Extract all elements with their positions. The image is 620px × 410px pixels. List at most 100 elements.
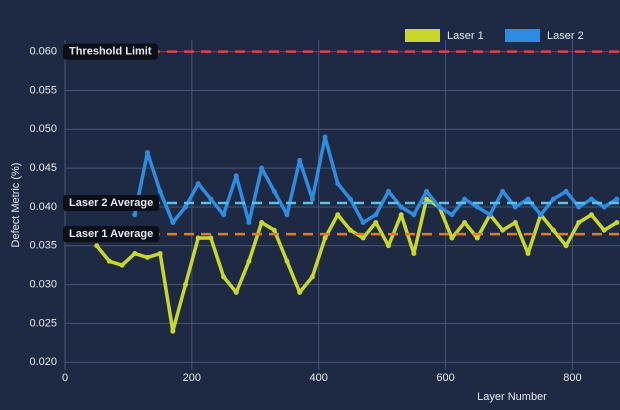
- point: [614, 219, 620, 225]
- x-tick-label: 400: [310, 372, 328, 384]
- point: [322, 134, 328, 140]
- point: [347, 227, 353, 233]
- point: [297, 289, 303, 295]
- point: [183, 282, 189, 288]
- point: [424, 188, 430, 194]
- point: [550, 196, 556, 202]
- point: [576, 219, 582, 225]
- point: [411, 212, 417, 218]
- point: [398, 204, 404, 210]
- point: [474, 235, 480, 241]
- y-tick-label: 0.055: [29, 84, 57, 96]
- point: [335, 181, 341, 187]
- point: [322, 235, 328, 241]
- point: [309, 274, 315, 280]
- y-tick-label: 0.030: [29, 278, 57, 290]
- point: [195, 181, 201, 187]
- y-tick-label: 0.020: [29, 356, 57, 368]
- point: [385, 188, 391, 194]
- point: [525, 196, 531, 202]
- point: [246, 258, 252, 264]
- point: [538, 212, 544, 218]
- point: [94, 243, 100, 249]
- point: [132, 251, 138, 257]
- point: [550, 227, 556, 233]
- point: [462, 219, 468, 225]
- legend-label: Laser 2: [547, 30, 584, 42]
- y-tick-label: 0.050: [29, 123, 57, 135]
- point: [284, 258, 290, 264]
- y-tick-label: 0.035: [29, 240, 57, 252]
- point: [144, 150, 150, 156]
- point: [385, 243, 391, 249]
- point: [233, 289, 239, 295]
- point: [449, 212, 455, 218]
- point: [335, 212, 341, 218]
- point: [157, 251, 163, 257]
- point: [132, 212, 138, 218]
- point: [259, 219, 265, 225]
- legend-swatch: [505, 29, 540, 42]
- point: [170, 328, 176, 334]
- point: [588, 196, 594, 202]
- series-line: [133, 135, 618, 225]
- point: [360, 219, 366, 225]
- point: [106, 258, 112, 264]
- point: [373, 219, 379, 225]
- point: [221, 274, 227, 280]
- point: [588, 212, 594, 218]
- point: [221, 212, 227, 218]
- point: [424, 196, 430, 202]
- point: [144, 254, 150, 260]
- point: [347, 196, 353, 202]
- y-axis-label: Defect Metric (%): [10, 163, 22, 248]
- y-tick-label: 0.060: [29, 46, 57, 58]
- point: [309, 196, 315, 202]
- point: [576, 204, 582, 210]
- point: [601, 227, 607, 233]
- point: [500, 227, 506, 233]
- point: [500, 188, 506, 194]
- point: [208, 196, 214, 202]
- x-tick-label: 200: [183, 372, 201, 384]
- point: [525, 251, 531, 257]
- point: [360, 235, 366, 241]
- point: [563, 188, 569, 194]
- point: [474, 204, 480, 210]
- point: [563, 243, 569, 249]
- point: [449, 235, 455, 241]
- label-bg: [63, 195, 160, 212]
- legend-label: Laser 1: [447, 30, 484, 42]
- point: [284, 212, 290, 218]
- point: [259, 165, 265, 171]
- y-tick-label: 0.045: [29, 162, 57, 174]
- x-axis-label: Layer Number: [477, 391, 547, 403]
- reference-label: Threshold Limit: [69, 46, 152, 58]
- x-tick-label: 0: [62, 372, 68, 384]
- point: [271, 227, 277, 233]
- point: [297, 157, 303, 163]
- point: [411, 251, 417, 257]
- point: [195, 235, 201, 241]
- y-tick-label: 0.025: [29, 317, 57, 329]
- reference-label: Laser 2 Average: [69, 197, 153, 209]
- reference-label: Laser 1 Average: [69, 228, 153, 240]
- point: [614, 196, 620, 202]
- label-bg: [63, 43, 158, 60]
- point: [512, 204, 518, 210]
- point: [271, 188, 277, 194]
- point: [157, 188, 163, 194]
- point: [183, 204, 189, 210]
- label-bg: [63, 226, 160, 243]
- point: [436, 204, 442, 210]
- point: [208, 235, 214, 241]
- point: [373, 212, 379, 218]
- point: [487, 212, 493, 218]
- x-tick-label: 800: [563, 372, 581, 384]
- point: [601, 204, 607, 210]
- x-tick-label: 600: [436, 372, 454, 384]
- point: [170, 219, 176, 225]
- point: [512, 219, 518, 225]
- point: [119, 262, 125, 268]
- point: [398, 212, 404, 218]
